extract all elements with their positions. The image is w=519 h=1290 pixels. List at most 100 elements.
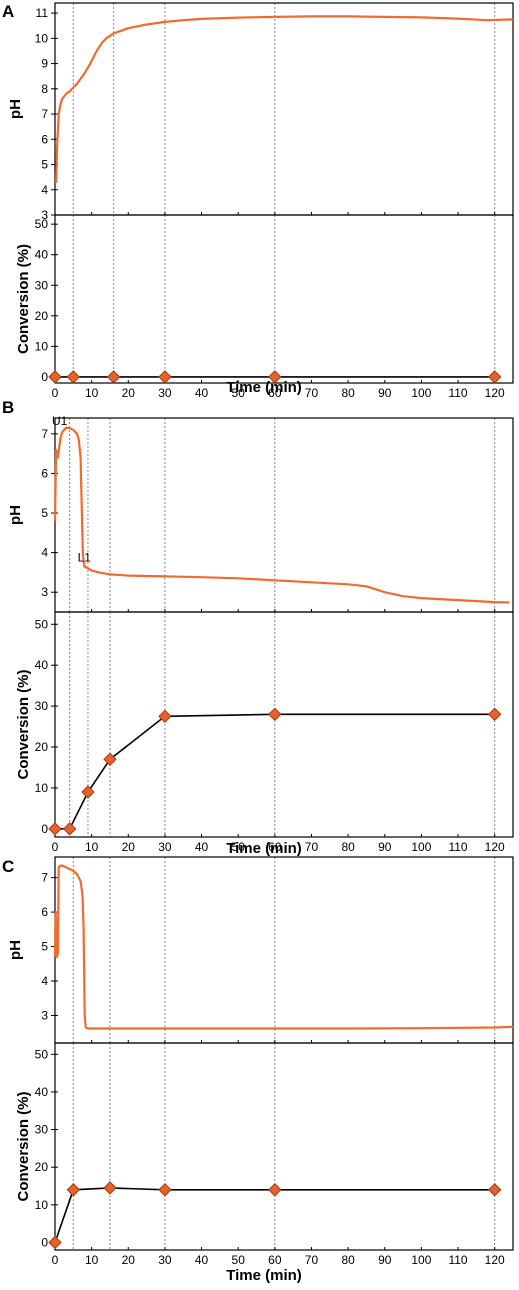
y-tick-label: 30 (35, 278, 49, 292)
x-tick-label: 60 (268, 840, 282, 854)
x-tick-label: 50 (232, 386, 246, 400)
x-tick-label: 80 (341, 840, 355, 854)
panel-letter: A (2, 2, 14, 21)
conversion-frame (54, 1042, 514, 1251)
x-tick-label: 20 (122, 840, 136, 854)
x-tick-label: 90 (378, 386, 392, 400)
x-tick-label: 100 (411, 386, 431, 400)
annotation-u1: U1 (52, 414, 68, 428)
conversion-data-point (81, 785, 95, 799)
x-tick-label: 0 (52, 386, 59, 400)
conversion-data-point (66, 370, 81, 384)
panel-c: C 3 4 5 6 7 pH 0 10 20 30 40 50 Conversion (%) 0 10 20 30… (2, 856, 514, 1284)
conversion-data-point (66, 1183, 81, 1197)
y-tick-label: 20 (35, 309, 49, 323)
x-tick-label: 40 (195, 840, 209, 854)
conversion-data-point (268, 707, 282, 721)
y-tick-label: 40 (35, 658, 49, 672)
x-tick-label: 80 (341, 386, 355, 400)
x-tick-label: 120 (485, 386, 505, 400)
ph-axis-label: pH (7, 99, 24, 119)
conversion-data-point (48, 822, 62, 836)
x-tick-label: 40 (195, 1253, 209, 1267)
y-tick-label: 10 (35, 781, 49, 795)
y-tick-label: 5 (41, 506, 48, 520)
ph-frame (54, 417, 514, 613)
y-tick-label: 3 (41, 208, 48, 222)
y-tick-label: 10 (35, 339, 49, 353)
y-tick-label: 50 (35, 217, 49, 231)
y-tick-label: 5 (41, 158, 48, 172)
conversion-data-point (158, 1183, 172, 1197)
conversion-frame (54, 214, 514, 384)
y-tick-label: 40 (35, 1085, 49, 1099)
y-tick-label: 4 (41, 546, 48, 560)
y-tick-label: 7 (41, 427, 48, 441)
x-tick-label: 40 (195, 386, 209, 400)
conversion-data-point (48, 1235, 62, 1250)
conversion-data-point (103, 1181, 117, 1195)
x-tick-label: 30 (158, 840, 172, 854)
ph-frame (54, 856, 514, 1044)
x-tick-label: 0 (52, 840, 59, 854)
y-tick-label: 7 (41, 107, 48, 121)
y-tick-label: 10 (35, 1198, 49, 1212)
ph-frame (54, 2, 514, 216)
x-tick-label: 90 (378, 840, 392, 854)
y-tick-label: 0 (41, 1235, 48, 1249)
x-tick-label: 70 (305, 1253, 319, 1267)
x-tick-label: 70 (305, 386, 319, 400)
conversion-data-point (487, 707, 502, 721)
y-tick-label: 0 (41, 822, 48, 836)
ph-plot: 3 4 5 6 7 8 9 10 11 pH (7, 2, 514, 222)
x-tick-label: 50 (232, 840, 246, 854)
y-tick-label: 4 (41, 974, 48, 988)
y-tick-label: 6 (41, 466, 48, 480)
conversion-data-point (268, 370, 282, 384)
y-tick-label: 50 (35, 1047, 49, 1061)
y-tick-label: 5 (41, 940, 48, 954)
y-tick-label: 7 (41, 871, 48, 885)
conversion-axis-label: Conversion (%) (15, 669, 32, 779)
x-tick-label: 10 (85, 840, 99, 854)
y-tick-label: 30 (35, 1123, 49, 1137)
annotation-l1: L1 (78, 551, 92, 565)
ph-series-line (53, 426, 510, 604)
y-tick-label: 0 (41, 370, 48, 384)
conversion-frame (54, 611, 514, 838)
conversion-data-point (106, 370, 121, 384)
ph-plot: 3 4 5 6 7 pH (7, 856, 514, 1044)
x-axis-label: Time (min) (226, 1267, 302, 1284)
x-tick-label: 0 (52, 1253, 59, 1267)
panel-letter: C (2, 857, 14, 876)
y-tick-label: 20 (35, 740, 49, 754)
x-tick-label: 100 (411, 1253, 431, 1267)
ph-series-line (53, 864, 514, 1030)
x-tick-label: 110 (448, 386, 467, 400)
x-tick-label: 20 (122, 386, 136, 400)
y-tick-label: 8 (41, 82, 48, 96)
x-tick-label: 60 (268, 1253, 282, 1267)
conversion-axis-label: Conversion (%) (15, 1091, 32, 1201)
y-tick-label: 11 (36, 6, 49, 20)
conversion-plot: 0 10 20 30 40 50 Conversion (%) (15, 1042, 514, 1251)
y-tick-label: 40 (35, 248, 49, 262)
panel-b: B 3 4 5 6 7 pH 0 10 20 30 40 50 Conversion (%) 0 10 20 30… (2, 398, 514, 857)
x-tick-label: 90 (378, 1253, 392, 1267)
y-tick-label: 6 (41, 905, 48, 919)
x-tick-label: 70 (305, 840, 319, 854)
y-tick-label: 9 (41, 57, 48, 71)
x-tick-label: 30 (158, 386, 172, 400)
conversion-series-line (55, 713, 495, 830)
x-tick-label: 110 (448, 840, 467, 854)
x-tick-label: 10 (85, 386, 99, 400)
x-tick-label: 120 (485, 1253, 505, 1267)
x-tick-label: 50 (232, 1253, 246, 1267)
conversion-data-point (268, 1183, 282, 1197)
conversion-series-line (54, 1187, 495, 1243)
x-tick-label: 100 (411, 840, 431, 854)
panel-letter: B (2, 398, 14, 417)
conversion-data-point (62, 822, 77, 836)
x-tick-label: 80 (341, 1253, 355, 1267)
